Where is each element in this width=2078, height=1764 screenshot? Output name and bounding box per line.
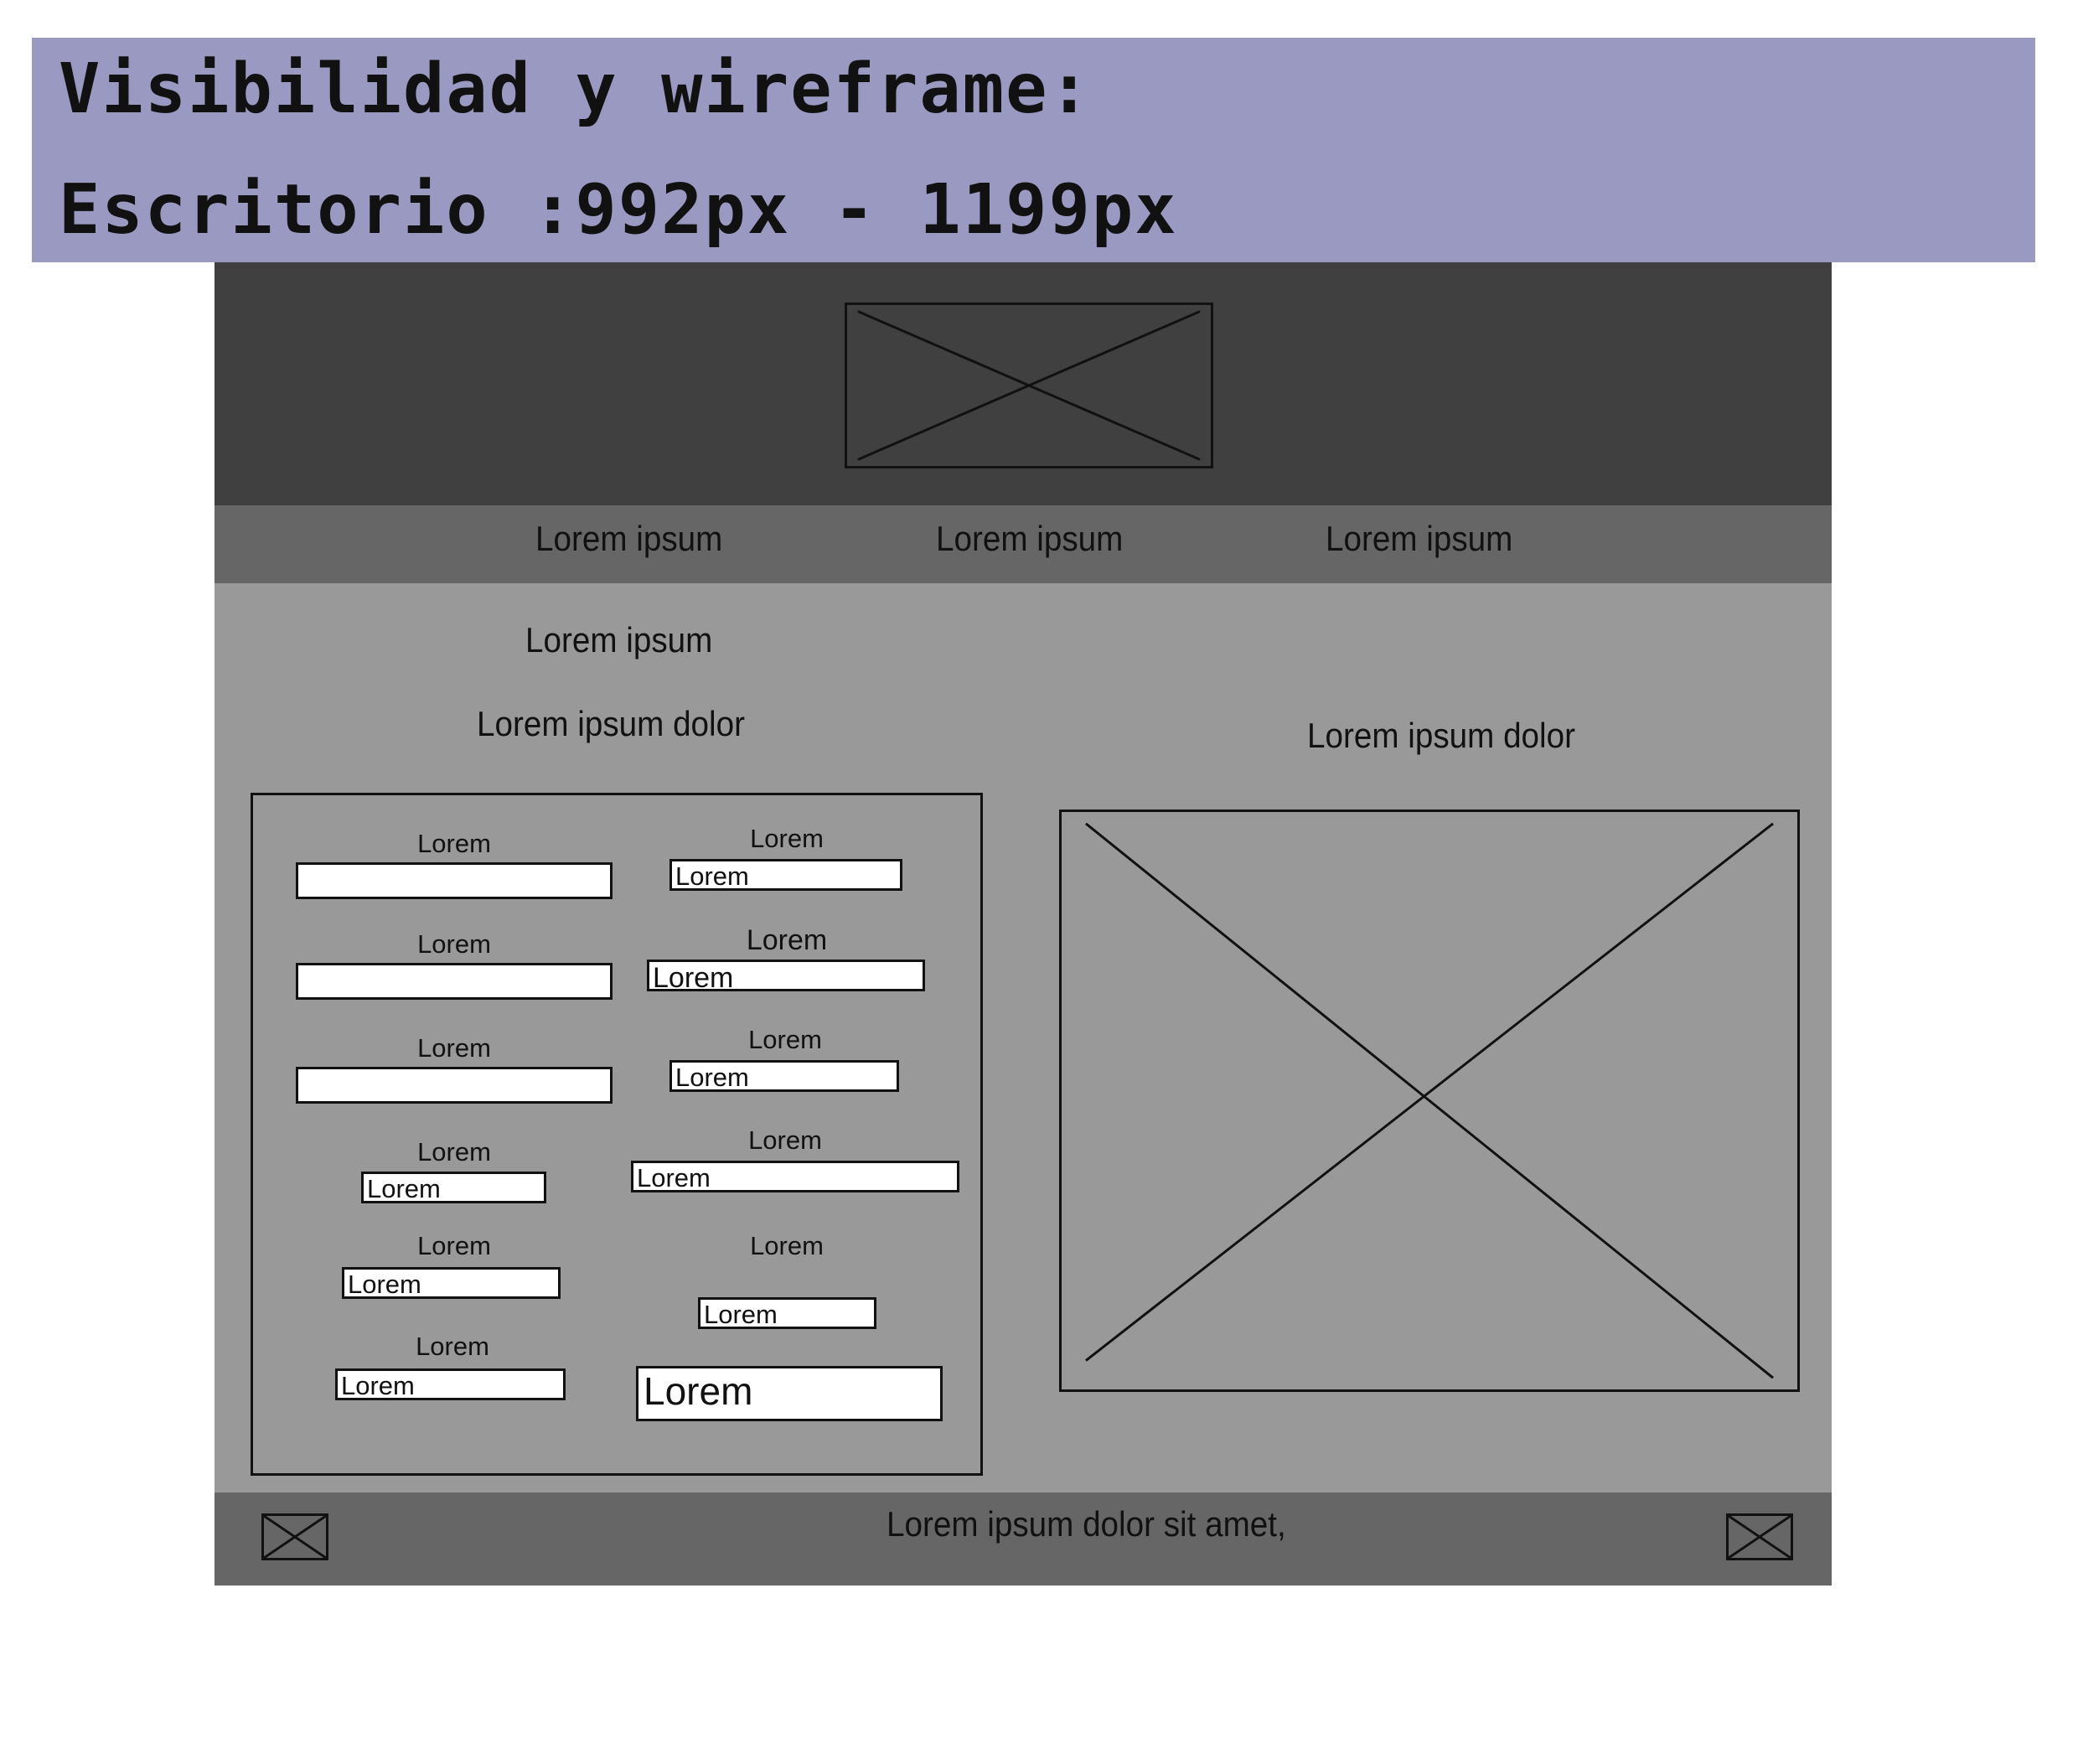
form-label: Lorem [417,1137,491,1167]
form-label: Lorem [417,929,491,959]
title-banner: Visibilidad y wireframe: Escritorio :992… [32,38,2035,262]
footer-text: Lorem ipsum dolor sit amet, [887,1504,1286,1544]
text-input[interactable] [296,963,613,1000]
wireframe-header [215,262,1832,505]
wireframe-footer: Lorem ipsum dolor sit amet, [215,1492,1832,1586]
nav-link-2[interactable]: Lorem ipsum [936,519,1124,558]
submit-button[interactable]: Lorem [636,1366,943,1421]
form-panel: Lorem Lorem Lorem Lorem Lorem Lorem Lore… [251,793,983,1476]
form-label: Lorem [750,824,824,853]
form-title: Lorem ipsum dolor [477,704,745,743]
text-input[interactable]: Lorem [361,1172,546,1203]
text-input[interactable] [296,1067,613,1104]
form-label: Lorem [416,1332,489,1361]
form-label: Lorem [748,1025,822,1054]
text-input[interactable]: Lorem [698,1297,876,1329]
form-label: Lorem [746,924,828,956]
text-input[interactable] [296,862,613,899]
logo-placeholder-icon [845,303,1213,468]
image-title: Lorem ipsum dolor [1307,716,1575,755]
form-label: Lorem [417,1033,491,1063]
text-input[interactable]: Lorem [669,859,902,891]
wireframe-nav: Lorem ipsum Lorem ipsum Lorem ipsum [215,505,1832,583]
form-label: Lorem [417,1231,491,1260]
image-placeholder-icon [1059,810,1800,1392]
main-heading: Lorem ipsum [525,620,713,660]
text-input[interactable]: Lorem [335,1368,566,1400]
form-label: Lorem [750,1231,824,1260]
nav-link-3[interactable]: Lorem ipsum [1326,519,1513,558]
wireframe-main: Lorem ipsum Lorem ipsum dolor Lorem ipsu… [215,583,1832,1492]
footer-left-image-icon [261,1513,328,1560]
text-input[interactable]: Lorem [631,1161,959,1192]
footer-right-image-icon [1726,1513,1793,1560]
form-label: Lorem [417,829,491,858]
text-input[interactable]: Lorem [647,960,925,991]
text-input[interactable]: Lorem [342,1267,561,1299]
nav-link-1[interactable]: Lorem ipsum [535,519,723,558]
text-input[interactable]: Lorem [669,1060,899,1092]
banner-subtitle: Escritorio :992px - 1199px [59,170,1178,250]
form-label: Lorem [748,1125,822,1155]
banner-title: Visibilidad y wireframe: [59,49,1092,129]
